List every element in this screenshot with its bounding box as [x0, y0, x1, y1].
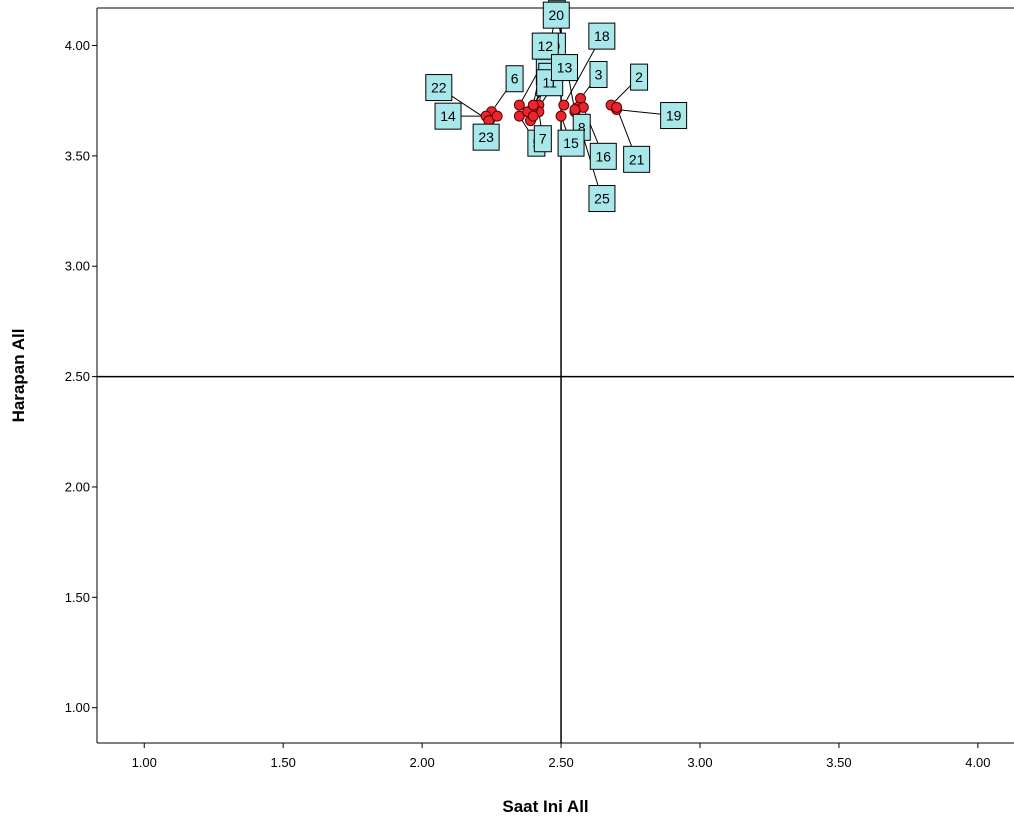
y-tick-label: 1.00 [65, 700, 90, 715]
point-label-box [588, 185, 616, 213]
x-tick-label: 3.50 [826, 755, 851, 770]
point-label-box [630, 63, 649, 91]
point-label: 14 [434, 102, 462, 130]
point-label-box [557, 129, 585, 157]
data-point [558, 99, 570, 111]
y-axis-title: Harapan All [9, 329, 28, 423]
point-label: 6 [505, 65, 524, 93]
point-label-box [588, 22, 616, 50]
point-label-text: 6 [511, 71, 519, 87]
y-tick-label: 2.50 [65, 369, 90, 384]
point-label-box [589, 60, 608, 88]
point-label-box [542, 1, 570, 29]
point-label-text: 14 [440, 108, 456, 124]
point-label-box [505, 65, 524, 93]
point-label-text: 19 [666, 108, 682, 124]
point-label: 13 [550, 54, 578, 82]
point-label: 7 [533, 125, 552, 153]
y-tick-label: 3.00 [65, 259, 90, 274]
point-label: 21 [623, 145, 651, 173]
point-label-text: 7 [539, 131, 547, 147]
y-tick-label: 3.50 [65, 148, 90, 163]
point-label-box [660, 102, 688, 130]
point-label-box [623, 145, 651, 173]
data-point [555, 110, 567, 122]
data-point [513, 110, 525, 122]
y-tick-label: 2.00 [65, 479, 90, 494]
data-points [480, 92, 623, 127]
x-tick-label: 2.00 [409, 755, 434, 770]
data-point [569, 104, 581, 116]
point-label-text: 25 [594, 191, 610, 207]
axes [96, 7, 1014, 744]
point-label-text: 13 [557, 60, 573, 76]
data-point [527, 99, 539, 111]
point-label-box [533, 125, 552, 153]
point-label: 18 [588, 22, 616, 50]
point-label-box [434, 102, 462, 130]
point-label-text: 18 [594, 28, 610, 44]
y-tick-label: 4.00 [65, 38, 90, 53]
data-point [527, 110, 539, 122]
point-label-box [425, 74, 453, 102]
x-tick-label: 3.00 [687, 755, 712, 770]
point-label: 16 [589, 142, 617, 170]
y-ticks: 1.00 1.50 2.00 2.50 3.00 3.50 4.00 [65, 38, 97, 715]
point-label: 23 [472, 123, 500, 151]
point-label-text: 20 [548, 7, 564, 23]
reference-lines [97, 8, 1014, 743]
point-label-text: 23 [478, 129, 494, 145]
point-label-text: 2 [635, 69, 643, 85]
point-label: 3 [589, 60, 608, 88]
point-label-text: 12 [537, 38, 553, 54]
x-tick-label: 2.50 [548, 755, 573, 770]
point-label: 22 [425, 74, 453, 102]
data-point [611, 101, 623, 113]
x-ticks: 1.00 1.50 2.00 2.50 3.00 3.50 4.00 [132, 743, 991, 770]
point-label: 20 [542, 1, 570, 29]
point-label: 15 [557, 129, 585, 157]
x-axis-title: Saat Ini All [502, 797, 588, 816]
point-label: 25 [588, 185, 616, 213]
point-label: 2 [630, 63, 649, 91]
point-label-text: 8 [578, 119, 586, 135]
point-label-text: 15 [563, 135, 579, 151]
point-labels: 1234567891011121314151618192021222325 [425, 0, 688, 213]
point-label-text: 21 [629, 151, 645, 167]
point-label-text: 16 [595, 148, 611, 164]
data-point [491, 110, 503, 122]
point-label-box [589, 142, 617, 170]
data-point [513, 99, 525, 111]
point-label-text: 22 [431, 80, 447, 96]
point-label-box [550, 54, 578, 82]
x-tick-label: 1.50 [271, 755, 296, 770]
y-tick-label: 1.50 [65, 590, 90, 605]
x-tick-label: 4.00 [965, 755, 990, 770]
point-label-box [472, 123, 500, 151]
point-label-text: 3 [595, 66, 603, 82]
point-label: 19 [660, 102, 688, 130]
x-tick-label: 1.00 [132, 755, 157, 770]
